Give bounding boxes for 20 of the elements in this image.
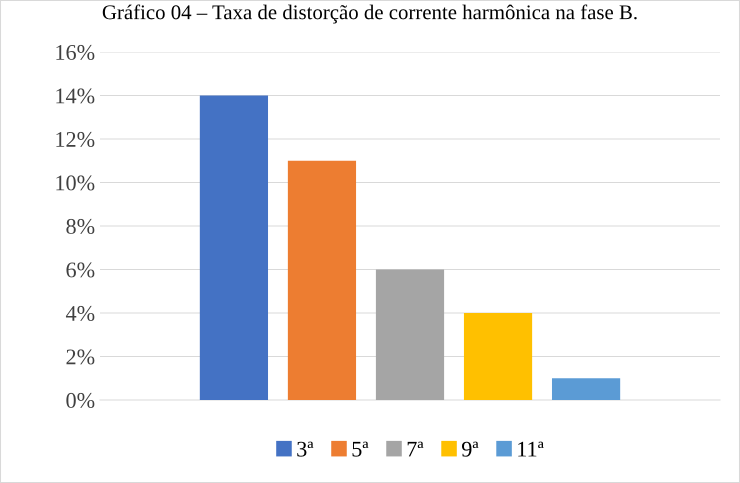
y-tick-label: 6%: [66, 262, 94, 278]
y-tick-label: 10%: [56, 175, 94, 190]
y-tick-label: 8%: [66, 218, 94, 234]
chart-title: Gráfico 04 – Taxa de distorção de corrente harmônica na fase B.: [102, 4, 637, 24]
bar: [464, 313, 532, 400]
bar: [552, 378, 620, 400]
legend-label: 7ª: [408, 442, 424, 456]
legend-label: 9ª: [462, 442, 478, 457]
y-tick-label: 2%: [66, 349, 94, 364]
legend-label: 3ª: [297, 442, 314, 457]
y-tick-label: 12%: [56, 132, 94, 147]
y-tick-label: 4%: [66, 306, 94, 321]
bar: [376, 270, 444, 400]
bar: [200, 96, 268, 400]
bar: [288, 160, 356, 400]
legend-label: 11ª: [518, 442, 544, 456]
y-tick-label: 14%: [56, 88, 94, 104]
y-tick-label: 16%: [56, 44, 94, 60]
legend-label: 5ª: [352, 442, 368, 457]
y-tick-label: 0%: [66, 392, 94, 408]
